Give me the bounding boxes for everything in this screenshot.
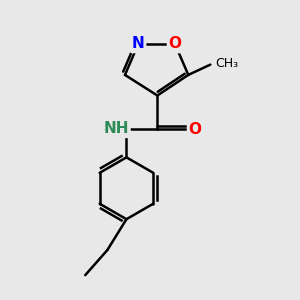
Text: CH₃: CH₃ [216,57,239,70]
Text: NH: NH [103,121,129,136]
Text: N: N [132,37,145,52]
Text: O: O [169,37,182,52]
Text: O: O [189,122,202,137]
